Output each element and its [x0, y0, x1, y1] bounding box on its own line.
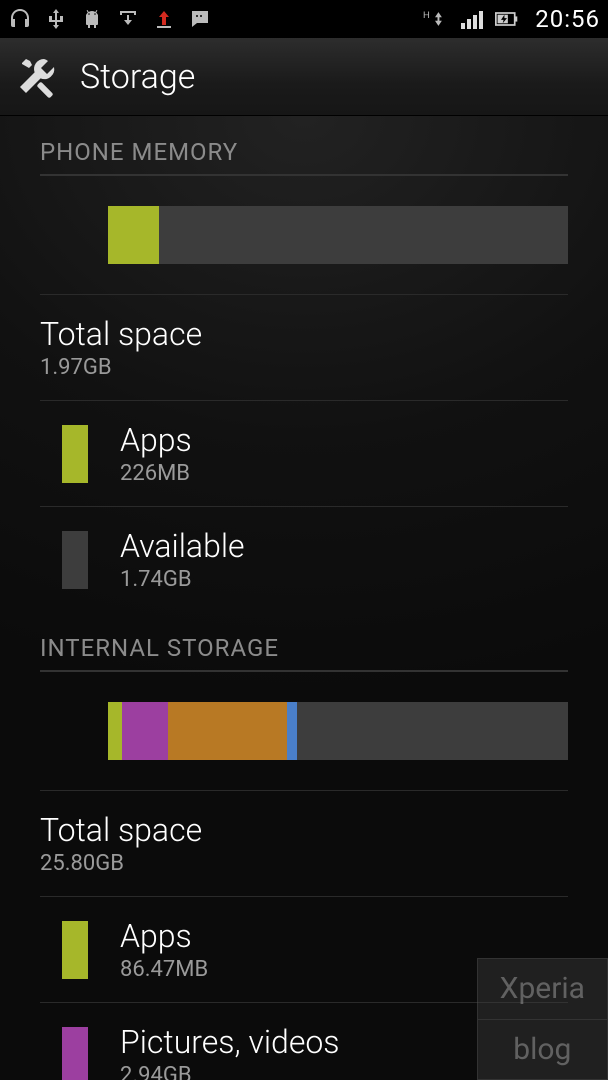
usage-segment — [287, 702, 296, 760]
section-header: PHONE MEMORY — [0, 116, 608, 174]
color-swatch — [62, 425, 88, 483]
section-phone-memory: PHONE MEMORY Total space 1.97GB Apps 226… — [0, 116, 608, 612]
usb-icon — [44, 7, 68, 31]
status-right: H 20:56 — [423, 5, 600, 33]
network-type-icon: H — [423, 7, 447, 31]
tools-icon — [14, 53, 62, 101]
headphones-icon — [8, 7, 32, 31]
status-bar: H 20:56 — [0, 0, 608, 38]
usage-segment — [108, 206, 159, 264]
row-value: 226MB — [120, 461, 192, 486]
android-icon — [80, 7, 104, 31]
color-swatch — [62, 531, 88, 589]
row-value: 25.80GB — [40, 851, 202, 876]
signal-icon — [459, 7, 483, 31]
row-title: Total space — [40, 811, 202, 849]
row-title: Pictures, videos — [120, 1023, 340, 1061]
clock: 20:56 — [535, 5, 600, 33]
watermark: Xperia blog — [477, 958, 608, 1080]
section-header: INTERNAL STORAGE — [0, 612, 608, 670]
watermark-line: blog — [477, 1020, 608, 1080]
row-title: Available — [120, 527, 245, 565]
svg-text:H: H — [423, 9, 430, 20]
download-icon — [116, 7, 140, 31]
battery-charging-icon — [495, 7, 519, 31]
row-value: 1.97GB — [40, 355, 202, 380]
status-left — [8, 7, 212, 31]
upload-icon — [152, 7, 176, 31]
page-title: Storage — [80, 57, 195, 97]
color-swatch — [62, 1027, 88, 1080]
row-available[interactable]: Available 1.74GB — [0, 507, 608, 612]
row-value: 2.94GB — [120, 1063, 340, 1080]
row-total-space[interactable]: Total space 25.80GB — [0, 791, 608, 896]
row-title: Total space — [40, 315, 202, 353]
message-icon — [188, 7, 212, 31]
usage-bar — [0, 672, 608, 790]
row-apps[interactable]: Apps 226MB — [0, 401, 608, 506]
usage-segment — [122, 702, 168, 760]
content: PHONE MEMORY Total space 1.97GB Apps 226… — [0, 116, 608, 1080]
row-value: 86.47MB — [120, 957, 208, 982]
row-total-space[interactable]: Total space 1.97GB — [0, 295, 608, 400]
usage-segment — [168, 702, 288, 760]
row-value: 1.74GB — [120, 567, 245, 592]
usage-segment — [297, 702, 568, 760]
title-bar: Storage — [0, 38, 608, 116]
usage-segment — [108, 702, 122, 760]
usage-bar — [0, 176, 608, 294]
color-swatch — [62, 921, 88, 979]
row-title: Apps — [120, 421, 192, 459]
row-title: Apps — [120, 917, 208, 955]
watermark-line: Xperia — [477, 958, 608, 1020]
usage-segment — [159, 206, 568, 264]
